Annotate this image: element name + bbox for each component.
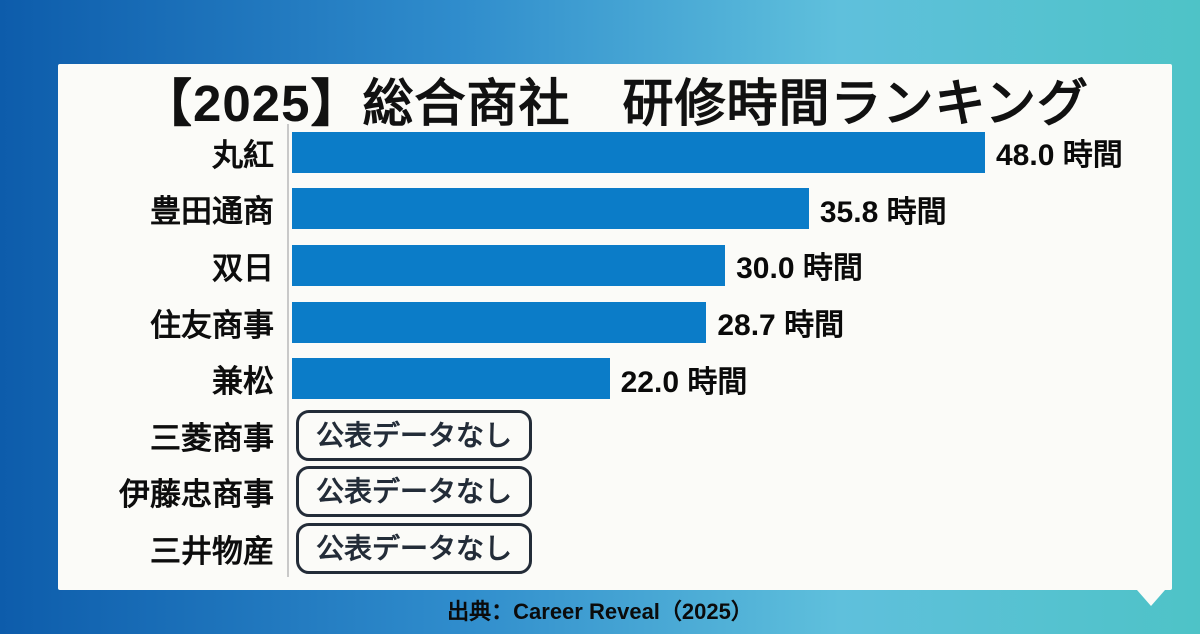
no-data-badge: 公表データなし bbox=[296, 409, 533, 461]
chart-row: 三菱商事 公表データなし bbox=[58, 406, 1172, 464]
bar-area: 公表データなし bbox=[287, 406, 1172, 464]
bar-area: 35.8 時間 bbox=[287, 180, 1172, 238]
bar bbox=[292, 131, 985, 173]
source-caption: 出典：Career Reveal（2025） bbox=[447, 599, 753, 624]
chart-row: 双日 30.0 時間 bbox=[58, 237, 1172, 294]
bar-area: 22.0 時間 bbox=[287, 350, 1172, 407]
category-label: 住友商事 bbox=[150, 307, 274, 343]
category-label: 兼松 bbox=[212, 364, 274, 400]
bar-area: 30.0 時間 bbox=[287, 237, 1172, 294]
category-label: 双日 bbox=[212, 250, 274, 286]
bar-area: 28.7 時間 bbox=[287, 293, 1172, 351]
chart-row: 三井物産 公表データなし bbox=[58, 520, 1172, 577]
category-label: 三菱商事 bbox=[150, 420, 274, 456]
bar bbox=[292, 301, 707, 343]
chart-row: 丸紅 48.0 時間 bbox=[58, 124, 1172, 181]
chart-rows: 丸紅 48.0 時間豊田通商 35.8 時間双日 30.0 時間住友商事 28.7 時間… bbox=[58, 124, 1172, 577]
bar-chart: 丸紅 48.0 時間豊田通商 35.8 時間双日 30.0 時間住友商事 28.7 時間… bbox=[58, 124, 1172, 577]
speech-bubble-tail bbox=[1137, 590, 1165, 606]
chart-row: 伊藤忠商事 公表データなし bbox=[58, 463, 1172, 521]
chart-card: 【2025】総合商社 研修時間ランキング 丸紅 48.0 時間豊田通商 35.8 時… bbox=[58, 64, 1172, 606]
chart-title: 【2025】総合商社 研修時間ランキング bbox=[141, 75, 1089, 132]
value-label: 48.0 時間 bbox=[996, 139, 1123, 173]
value-label: 30.0 時間 bbox=[736, 252, 863, 286]
no-data-badge: 公表データなし bbox=[296, 466, 533, 518]
bar bbox=[292, 358, 610, 400]
value-label: 22.0 時間 bbox=[620, 365, 748, 399]
bar-area: 48.0 時間 bbox=[287, 124, 1172, 181]
category-label: 豊田通商 bbox=[150, 194, 274, 230]
category-label: 三井物産 bbox=[150, 533, 274, 569]
chart-row: 住友商事 28.7 時間 bbox=[58, 293, 1172, 351]
bar bbox=[292, 188, 809, 230]
bar bbox=[292, 244, 726, 286]
value-label: 35.8 時間 bbox=[819, 195, 947, 229]
category-label: 伊藤忠商事 bbox=[119, 477, 274, 513]
chart-row: 豊田通商 35.8 時間 bbox=[58, 180, 1172, 238]
bar-area: 公表データなし bbox=[287, 520, 1172, 577]
chart-row: 兼松 22.0 時間 bbox=[58, 350, 1172, 407]
category-label: 丸紅 bbox=[212, 137, 274, 173]
bar-area: 公表データなし bbox=[287, 463, 1172, 521]
value-label: 28.7 時間 bbox=[717, 309, 845, 343]
no-data-badge: 公表データなし bbox=[296, 522, 533, 574]
